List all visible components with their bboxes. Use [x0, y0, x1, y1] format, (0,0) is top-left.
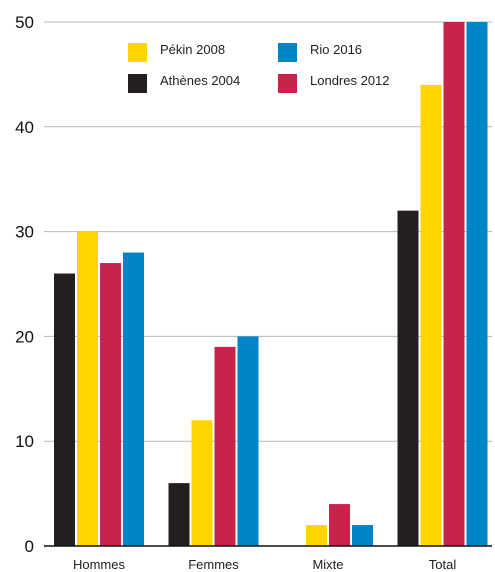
legend-swatch: [278, 43, 297, 62]
legend-swatch: [128, 74, 147, 93]
bar: [123, 252, 144, 546]
legend-swatch: [128, 43, 147, 62]
legend-label: Athènes 2004: [160, 73, 240, 88]
bar: [100, 263, 121, 546]
legend-label: Rio 2016: [310, 42, 362, 57]
bar: [191, 420, 213, 546]
x-tick-label: Hommes: [73, 557, 126, 572]
y-tick-label: 10: [15, 432, 34, 451]
x-tick-label: Total: [429, 557, 457, 572]
bar: [54, 273, 75, 546]
y-tick-label: 40: [15, 118, 34, 137]
y-tick-label: 20: [15, 327, 34, 346]
bar: [397, 210, 419, 546]
legend-label: Pékin 2008: [160, 42, 225, 57]
bar: [329, 504, 350, 546]
y-tick-label: 0: [25, 537, 34, 556]
legend: Pékin 2008 Rio 2016 Athènes 2004 Londres 20…: [128, 42, 390, 93]
bar: [306, 525, 327, 546]
bar: [237, 336, 259, 546]
y-tick-label: 30: [15, 223, 34, 242]
x-axis: Hommes Femmes Mixte Total: [44, 545, 492, 572]
bar: [420, 84, 442, 546]
y-tick-label: 50: [15, 13, 34, 32]
x-tick-label: Femmes: [188, 557, 239, 572]
legend-swatch: [278, 74, 297, 93]
bar: [352, 525, 373, 546]
bar: [466, 22, 488, 546]
bar: [443, 22, 465, 546]
bar: [168, 483, 190, 546]
x-tick-label: Mixte: [312, 557, 343, 572]
bar: [214, 346, 236, 546]
bars: [54, 22, 488, 546]
y-axis: 0 10 20 30 40 50: [15, 13, 34, 556]
legend-label: Londres 2012: [310, 73, 390, 88]
bar: [77, 231, 98, 546]
